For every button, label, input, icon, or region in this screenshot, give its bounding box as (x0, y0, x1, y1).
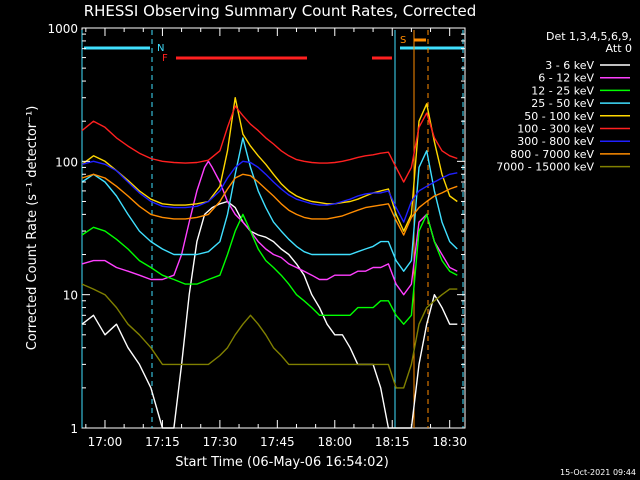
flag-s-label: S (400, 35, 406, 46)
series-line-4 (81, 97, 458, 232)
flag-bars: N F S (84, 35, 464, 64)
series-line-1 (81, 160, 458, 296)
series-line-7 (81, 173, 458, 236)
legend-label: 50 - 100 keV (524, 110, 594, 123)
x-tick-label: 17:30 (203, 435, 238, 449)
y-tick-label: 10 (63, 289, 78, 303)
series-line-6 (81, 160, 458, 223)
x-axis-label: Start Time (06-May-06 16:54:02) (175, 455, 389, 470)
legend-header-line-2: Att 0 (606, 42, 632, 55)
x-tick-label: 18:00 (317, 435, 352, 449)
legend-header-line-1: Det 1,3,4,5,6,9, (546, 30, 632, 43)
legend-label: 6 - 12 keV (538, 72, 594, 85)
flag-f-label: F (162, 53, 168, 64)
y-tick-label: 1 (70, 422, 78, 436)
x-tick-label: 17:45 (260, 435, 295, 449)
legend-label: 100 - 300 keV (517, 123, 594, 136)
y-axis-label: Corrected Count Rate (s⁻¹ detector⁻¹) (25, 106, 40, 351)
flag-n-label: N (157, 43, 164, 54)
x-tick-label: 18:15 (375, 435, 410, 449)
x-tick-label: 17:00 (88, 435, 123, 449)
series-line-5 (81, 105, 458, 183)
chart-title: RHESSI Observing Summary Count Rates, Co… (84, 2, 477, 20)
x-tick-label: 17:15 (145, 435, 180, 449)
legend-label: 25 - 50 keV (531, 97, 594, 110)
series-layer (81, 97, 458, 429)
legend-label: 3 - 6 keV (545, 59, 594, 72)
y-tick-label: 1000 (47, 22, 78, 36)
x-tick-label: 18:30 (432, 435, 467, 449)
legend-label: 12 - 25 keV (531, 84, 594, 97)
legend-label: 300 - 800 keV (517, 135, 594, 148)
series-line-8 (81, 283, 458, 389)
series-line-0 (81, 200, 458, 429)
y-axis: 1 10 100 1000 (47, 22, 465, 436)
series-line-2 (81, 213, 458, 325)
generated-timestamp: 15-Oct-2021 09:44 (560, 468, 636, 477)
y-tick-label: 100 (55, 155, 78, 169)
x-axis: 17:00 17:15 17:30 17:45 18:00 18:15 18:30 (85, 28, 467, 449)
legend-label: 7000 - 15000 keV (496, 161, 594, 174)
legend-label: 800 - 7000 keV (510, 148, 594, 161)
series-line-3 (81, 137, 458, 272)
